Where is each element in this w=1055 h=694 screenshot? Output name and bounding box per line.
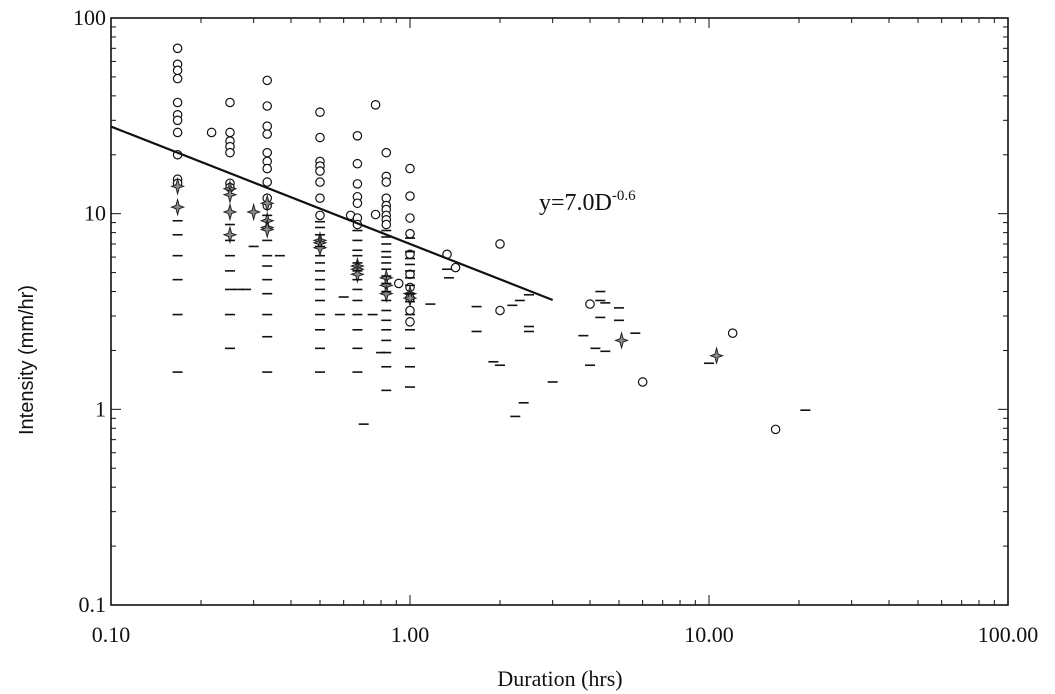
- fit-equation-exponent: -0.6: [612, 188, 636, 204]
- circle-point: [172, 73, 183, 84]
- circle-point: [262, 129, 273, 139]
- circle-point: [370, 100, 381, 110]
- circle-point: [450, 262, 461, 273]
- circle-point: [262, 121, 273, 131]
- circle-point: [172, 127, 183, 138]
- circle-point: [495, 305, 505, 316]
- y-tick-label: 1: [95, 396, 106, 421]
- diamond-point: [614, 331, 630, 350]
- diamond-point: [349, 264, 365, 284]
- x-tick-label: 100.00: [978, 622, 1039, 647]
- diamond-point: [259, 193, 275, 213]
- diamond-point: [246, 202, 262, 222]
- diamond-point: [170, 197, 186, 217]
- x-tick-label: 0.10: [92, 622, 131, 647]
- circle-point: [172, 65, 183, 76]
- circle-point: [262, 163, 273, 174]
- diamond-point: [222, 202, 238, 222]
- y-tick-label: 100: [73, 5, 106, 30]
- diamond-point: [259, 220, 275, 239]
- fit-equation-annotation: y=7.0D-0.6: [539, 188, 636, 216]
- diamond-point: [402, 288, 418, 308]
- circle-point: [405, 317, 415, 327]
- circle-point: [381, 219, 392, 230]
- circle-point: [637, 377, 648, 387]
- circle-point: [770, 424, 781, 435]
- circle-point: [727, 328, 738, 338]
- x-tick-label: 1.00: [391, 622, 430, 647]
- fit-equation-base: y=7.0D: [539, 190, 612, 216]
- circle-point: [352, 179, 363, 189]
- chart-marks: [170, 43, 811, 435]
- circle-point: [370, 209, 381, 220]
- plot-frame: [110, 17, 1009, 606]
- circle-point: [172, 97, 183, 108]
- circle-point: [405, 163, 415, 174]
- circle-point: [262, 147, 273, 158]
- circle-point: [315, 166, 325, 176]
- circle-point: [405, 213, 415, 223]
- circle-point: [172, 43, 183, 54]
- circle-point: [315, 177, 325, 187]
- fit-line-group: [110, 125, 554, 302]
- circle-point: [262, 101, 273, 111]
- diamond-point: [222, 185, 238, 205]
- circle-point: [381, 177, 392, 187]
- circle-point: [352, 131, 363, 141]
- y-axis-label: Intensity (mm/hr): [16, 285, 38, 435]
- diamond-point: [378, 284, 394, 304]
- diamond-point: [222, 225, 238, 245]
- circle-point: [225, 97, 235, 108]
- circle-point: [315, 132, 325, 143]
- circle-point: [262, 177, 273, 187]
- circle-point: [262, 75, 273, 86]
- circle-point: [405, 228, 415, 239]
- diamond-point: [170, 176, 186, 196]
- circle-point: [225, 127, 235, 138]
- circle-point: [206, 127, 217, 138]
- circle-point: [405, 191, 415, 201]
- diamond-point: [709, 346, 725, 366]
- circle-point: [352, 158, 363, 169]
- circle-point: [315, 193, 325, 203]
- circle-point: [381, 147, 392, 158]
- circle-point: [585, 299, 595, 309]
- x-axis-label: Duration (hrs): [497, 666, 622, 691]
- y-tick-label: 0.1: [79, 592, 107, 617]
- y-tick-label: 10: [84, 201, 106, 226]
- fit-line: [110, 125, 554, 302]
- circle-point: [172, 115, 183, 126]
- circle-point: [315, 210, 325, 221]
- circle-point: [315, 107, 325, 118]
- circle-point: [393, 278, 404, 289]
- x-tick-label: 10.00: [684, 622, 734, 647]
- circle-point: [352, 198, 363, 209]
- circle-point: [225, 147, 235, 158]
- axes: 0.10 1.00 10.00 100.00 0.1 1 10 100: [73, 5, 1038, 647]
- circle-point: [495, 239, 505, 249]
